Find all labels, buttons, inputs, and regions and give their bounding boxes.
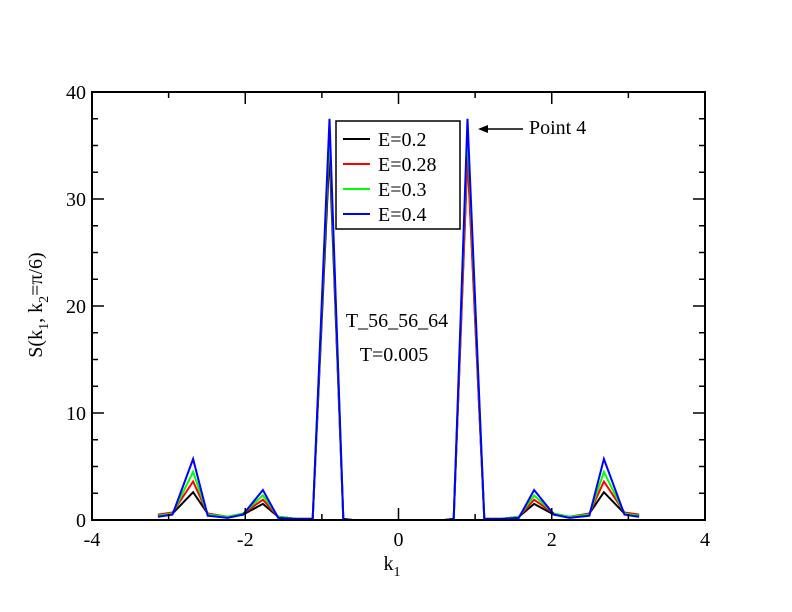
annotation-label1: T_56_56_64 xyxy=(346,310,448,332)
y-tick-label: 10 xyxy=(66,403,86,425)
y-tick-label: 40 xyxy=(66,82,86,104)
y-tick-label: 0 xyxy=(76,510,86,532)
x-tick-label: 2 xyxy=(547,529,557,551)
legend-label-2: E=0.3 xyxy=(378,179,427,201)
point4-arrow xyxy=(478,125,523,133)
x-tick-label: 0 xyxy=(394,529,404,551)
x-axis-label: k1 xyxy=(384,553,401,580)
legend-label-3: E=0.4 xyxy=(378,204,427,226)
x-tick-label: -4 xyxy=(84,529,101,551)
legend-items: E=0.2 E=0.28 E=0.3 E=0.4 xyxy=(343,129,437,226)
y-tick-label: 20 xyxy=(66,296,86,318)
y-axis-label: S(k1, k2=π/6) xyxy=(25,252,52,357)
legend: E=0.2 E=0.28 E=0.3 E=0.4 xyxy=(335,120,461,230)
annotation-label2: T=0.005 xyxy=(360,344,429,366)
annotation-arrow-label: Point 4 xyxy=(529,117,586,139)
legend-label-0: E=0.2 xyxy=(378,129,427,151)
x-tick-label: 4 xyxy=(700,529,710,551)
x-tick-label: -2 xyxy=(237,529,254,551)
y-tick-label: 30 xyxy=(66,189,86,211)
legend-label-1: E=0.28 xyxy=(378,154,437,176)
